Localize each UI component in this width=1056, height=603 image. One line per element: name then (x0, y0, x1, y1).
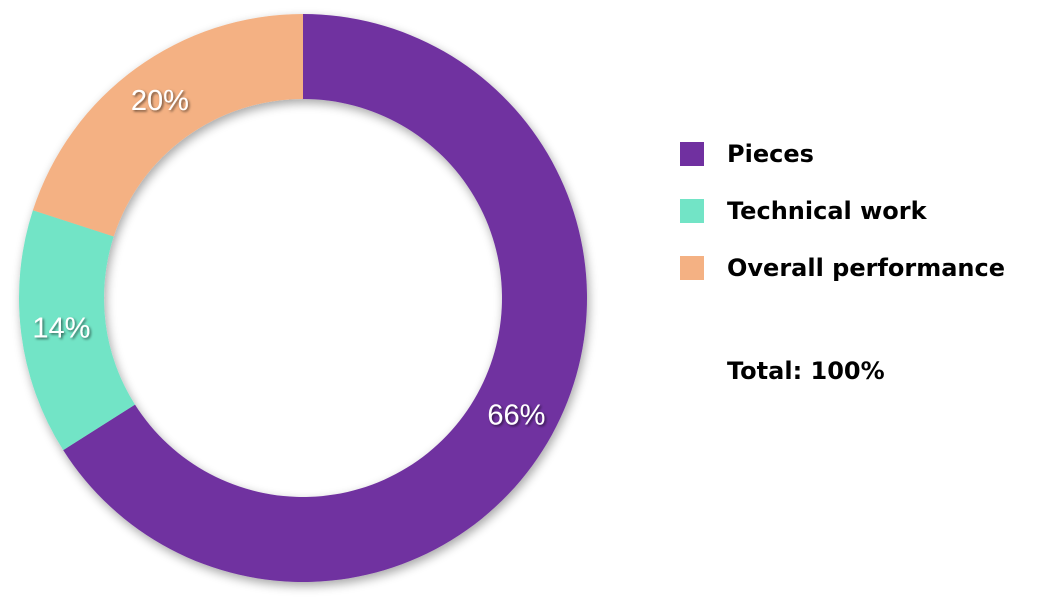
donut-data-labels: 66% 14% 20% (32, 85, 545, 431)
chart-legend: Pieces Technical work Overall performanc… (680, 137, 1005, 308)
legend-label-overall-performance: Overall performance (727, 254, 1006, 282)
donut-slice-technical-work (19, 210, 135, 451)
legend-label-pieces: Pieces (727, 140, 814, 168)
data-label-pieces: 66% (487, 399, 545, 431)
total-label: Total: 100% (727, 357, 885, 385)
legend-item-overall-performance: Overall performance (680, 251, 1005, 285)
legend-swatch-overall-performance (680, 256, 704, 280)
legend-item-pieces: Pieces (680, 137, 1005, 171)
legend-item-technical-work: Technical work (680, 194, 1005, 228)
legend-swatch-technical-work (680, 199, 704, 223)
legend-label-technical-work: Technical work (727, 197, 927, 225)
data-label-overall-performance: 20% (131, 85, 189, 117)
data-label-technical-work: 14% (32, 313, 90, 345)
donut-slices (19, 14, 587, 582)
legend-swatch-pieces (680, 142, 704, 166)
donut-slice-overall-performance (32, 14, 303, 237)
donut-slice-pieces (63, 14, 587, 582)
